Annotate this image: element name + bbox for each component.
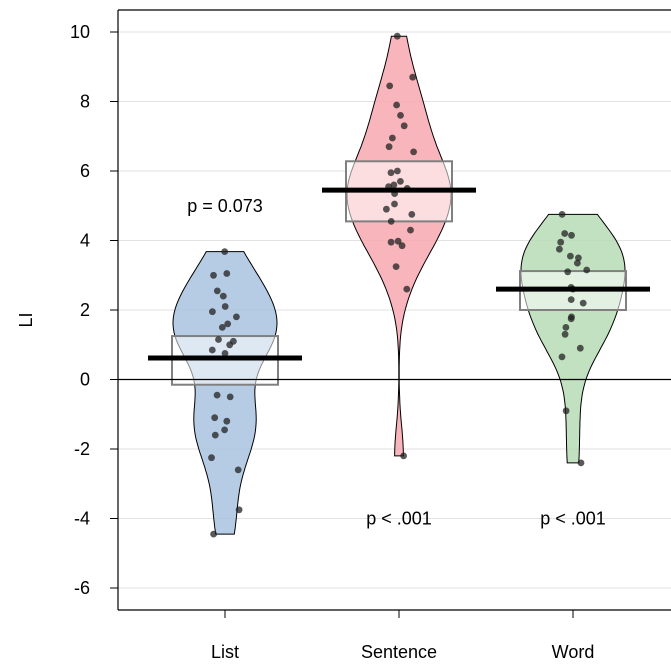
y-tick-label: 4 <box>80 231 90 251</box>
data-point <box>567 315 575 323</box>
data-point <box>562 407 570 415</box>
data-point <box>567 296 575 303</box>
data-point <box>221 426 229 434</box>
x-tick-label: List <box>211 642 239 662</box>
data-point <box>398 242 406 250</box>
data-point <box>408 211 416 218</box>
y-tick-label: 0 <box>80 370 90 390</box>
data-point <box>557 238 565 246</box>
data-point <box>407 226 414 234</box>
data-point <box>568 231 575 239</box>
data-point <box>209 308 216 316</box>
data-point <box>391 200 398 208</box>
data-point <box>213 287 221 295</box>
y-tick-label: 10 <box>70 22 90 42</box>
data-point <box>393 101 400 109</box>
x-ticks: List Sentence Word <box>211 610 594 662</box>
data-point <box>383 205 390 213</box>
data-point <box>386 82 394 90</box>
y-tick-label: -6 <box>74 578 90 598</box>
p-value-label: p < .001 <box>366 509 432 529</box>
x-tick-label: Word <box>552 642 595 662</box>
data-point <box>385 143 393 151</box>
data-point <box>567 252 574 260</box>
data-point <box>226 341 234 349</box>
data-point <box>208 346 216 354</box>
data-point <box>235 506 243 514</box>
data-point <box>219 292 227 300</box>
data-point <box>390 181 398 189</box>
data-point <box>211 431 219 439</box>
data-point <box>221 248 229 256</box>
data-point <box>387 169 395 177</box>
data-point <box>213 391 221 399</box>
data-point <box>233 313 240 321</box>
y-tick-label: -4 <box>74 509 90 529</box>
y-tick-label: 2 <box>80 300 90 320</box>
data-point <box>211 414 219 422</box>
data-point <box>558 353 566 361</box>
data-point <box>583 266 591 274</box>
data-point <box>400 452 407 460</box>
data-point <box>576 344 584 352</box>
x-tick-label: Sentence <box>361 642 437 662</box>
y-axis-title: LI <box>16 312 36 327</box>
violin-list <box>172 251 278 535</box>
data-point <box>223 417 231 425</box>
data-point <box>561 330 569 338</box>
data-point <box>215 336 222 343</box>
y-tick-label: 6 <box>80 161 90 181</box>
data-point <box>210 530 218 538</box>
data-point <box>561 230 569 237</box>
data-point <box>234 466 242 474</box>
data-points <box>208 32 591 538</box>
data-point <box>400 122 408 130</box>
data-point <box>403 285 411 293</box>
data-point <box>221 303 229 310</box>
data-point <box>562 324 570 331</box>
data-point <box>224 320 232 328</box>
data-point <box>397 112 404 119</box>
data-point <box>556 245 563 253</box>
data-point <box>393 32 401 40</box>
y-tick-label: -2 <box>74 439 90 459</box>
data-point <box>410 148 417 156</box>
data-point <box>409 73 417 81</box>
data-point <box>387 238 395 246</box>
data-point <box>574 259 581 267</box>
data-point <box>579 299 587 307</box>
violin-word <box>520 213 626 464</box>
data-point <box>392 263 400 270</box>
p-value-label: p < .001 <box>540 509 606 529</box>
data-point <box>221 350 229 357</box>
mean-bars <box>148 187 650 361</box>
p-value-label: p = 0.073 <box>187 196 263 216</box>
data-point <box>394 167 401 175</box>
data-point <box>577 459 585 467</box>
data-point <box>210 271 217 279</box>
data-point <box>223 270 231 277</box>
data-point <box>575 254 582 262</box>
data-point <box>208 454 215 462</box>
data-point <box>387 218 395 225</box>
data-point <box>226 393 234 401</box>
data-point <box>558 211 566 218</box>
data-point <box>564 268 572 276</box>
data-point <box>218 324 226 331</box>
data-point <box>397 178 404 185</box>
data-point <box>394 237 402 245</box>
data-point <box>389 134 396 142</box>
y-ticks: -6 -4 -2 0 2 4 6 8 10 <box>70 22 118 598</box>
y-tick-label: 8 <box>80 92 90 112</box>
annotations: p = 0.073 p < .001 p < .001 <box>187 196 606 529</box>
